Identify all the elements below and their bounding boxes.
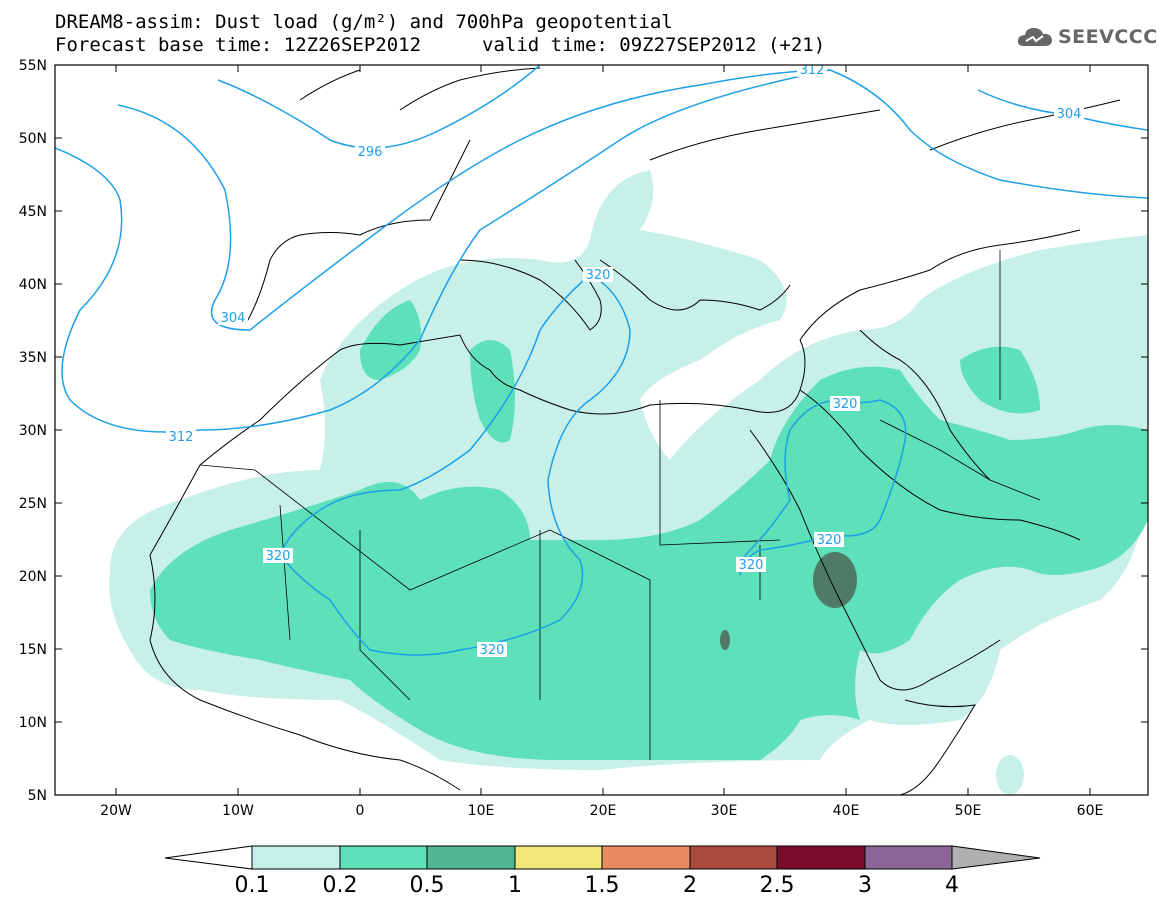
colorbar-bin-1.5-2 (601, 845, 691, 870)
colorbar-bin-0.5-1 (426, 845, 516, 870)
colorbar-low-arrow (164, 845, 253, 870)
colorbar-bin-3-4 (864, 845, 953, 870)
colorbar-label: 1.5 (585, 873, 620, 898)
lat-label: 25N (19, 496, 47, 512)
colorbar-label: 3 (858, 873, 872, 898)
colorbar-bin-0.2-0.5 (339, 845, 428, 870)
lat-label: 50N (19, 131, 47, 147)
lat-label: 45N (19, 204, 47, 220)
contour-label-320b: 320 (266, 549, 291, 564)
cloud-icon (1017, 28, 1052, 46)
colorbar-bin-2-2.5 (689, 845, 778, 870)
lat-label: 20N (19, 569, 47, 585)
logo-text: SEEVCCC (1058, 26, 1158, 48)
coastlines (149, 67, 1121, 795)
lon-label: 60E (1077, 803, 1104, 819)
colorbar-high-arrow (951, 845, 1041, 870)
lat-label: 55N (19, 58, 47, 74)
colorbar-label: 0.5 (410, 873, 445, 898)
colorbar-bin-0.1-0.2 (251, 845, 341, 870)
lon-label: 20E (590, 803, 617, 819)
contour-label-320f: 320 (739, 558, 764, 573)
political-borders (199, 250, 1041, 760)
lat-label: 5N (28, 788, 47, 804)
lon-label: 0 (356, 803, 365, 819)
lat-label: 40N (19, 277, 47, 293)
latitude-axis (55, 64, 1148, 796)
lat-label: 15N (19, 642, 47, 658)
contour-label-320d: 320 (833, 397, 858, 412)
colorbar-labels: 0.1 0.2 0.5 1 1.5 2 2.5 3 4 (235, 873, 960, 898)
contour-label-304b: 304 (1057, 107, 1082, 122)
longitude-axis (115, 65, 1091, 795)
contour-label-312a: 312 (800, 63, 825, 78)
colorbar-bin-2.5-3 (776, 845, 866, 870)
valid-time: valid time: 09Z27SEP2012 (+21) (482, 34, 826, 56)
map-title: DREAM8-assim: Dust load (g/m²) and 700hP… (55, 11, 673, 33)
colorbar-bin-1-1.5 (514, 845, 603, 870)
contour-label-312b: 312 (169, 430, 194, 445)
map-area: 296 304 304 312 312 320 320 320 320 320 … (55, 63, 1148, 795)
colorbar-label: 0.2 (323, 873, 358, 898)
forecast-base-time: Forecast base time: 12Z26SEP2012 (55, 34, 422, 56)
colorbar-label: 2 (683, 873, 697, 898)
colorbar-label: 2.5 (760, 873, 795, 898)
lon-label: 30E (711, 803, 738, 819)
colorbar-label: 4 (945, 873, 959, 898)
contour-labels: 296 304 304 312 312 320 320 320 320 320 … (166, 63, 1084, 658)
colorbar (164, 845, 1041, 870)
lon-label: 20W (100, 803, 132, 819)
contour-label-320c: 320 (480, 643, 505, 658)
contour-label-320a: 320 (586, 268, 611, 283)
lat-label: 30N (19, 423, 47, 439)
longitude-labels: 20W 10W 0 10E 20E 30E 40E 50E 60E (100, 803, 1103, 819)
colorbar-label: 1 (508, 873, 522, 898)
lon-label: 10W (222, 803, 254, 819)
latitude-labels: 55N 50N 45N 40N 35N 30N 25N 20N 15N 10N … (19, 58, 47, 804)
lon-label: 40E (833, 803, 860, 819)
contour-label-320e: 320 (817, 533, 842, 548)
lon-label: 10E (468, 803, 495, 819)
lat-label: 10N (19, 715, 47, 731)
colorbar-label: 0.1 (235, 873, 270, 898)
contour-label-296: 296 (358, 145, 383, 160)
lat-label: 35N (19, 350, 47, 366)
contour-label-304a: 304 (221, 311, 246, 326)
seevccc-logo: SEEVCCC (1016, 24, 1158, 50)
lon-label: 50E (955, 803, 982, 819)
